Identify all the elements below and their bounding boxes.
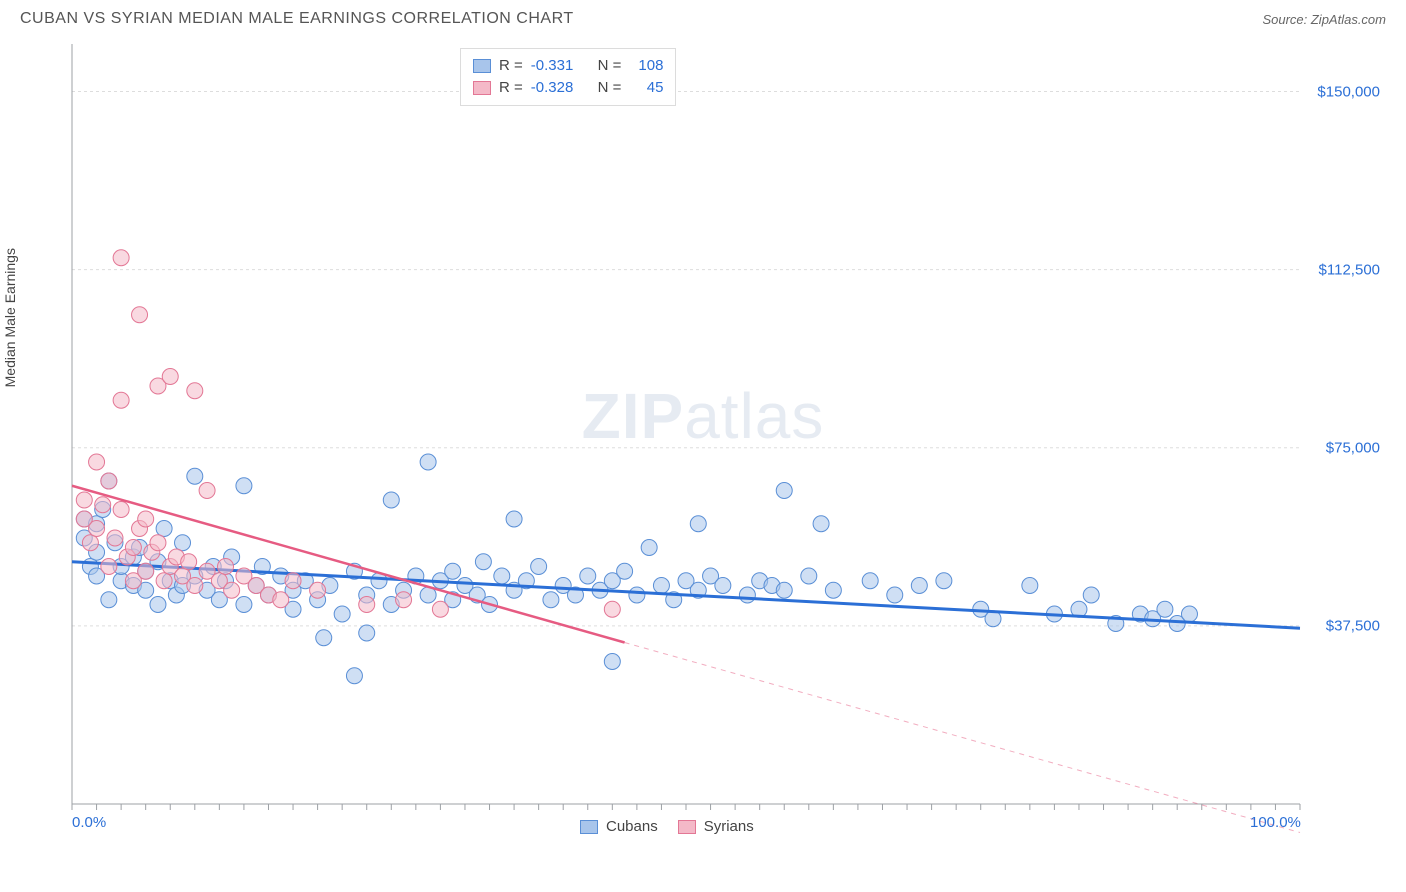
y-tick-label: $75,000 (1326, 439, 1380, 456)
x-tick-label: 0.0% (72, 814, 106, 831)
series-swatch (473, 59, 491, 73)
stats-row: R = -0.331 N = 108 (473, 55, 663, 77)
r-label: R = (499, 77, 523, 99)
n-label: N = (598, 55, 622, 77)
legend-item: Cubans (580, 816, 658, 838)
y-tick-label: $150,000 (1317, 83, 1380, 100)
legend-item: Syrians (678, 816, 754, 838)
n-value: 45 (629, 77, 663, 99)
r-value: -0.328 (531, 77, 574, 99)
n-label: N = (598, 77, 622, 99)
y-axis-label: Median Male Earnings (2, 248, 18, 387)
y-tick-label: $37,500 (1326, 617, 1380, 634)
source-name: ZipAtlas.com (1311, 12, 1386, 27)
stats-row: R = -0.328 N = 45 (473, 77, 663, 99)
x-tick-label: 100.0% (1250, 814, 1301, 831)
series-name: Cubans (606, 816, 658, 838)
scatter-plot (20, 34, 1386, 864)
r-value: -0.331 (531, 55, 574, 77)
series-swatch (678, 820, 696, 834)
correlation-stats-box: R = -0.331 N = 108 R = -0.328 N = 45 (460, 48, 676, 106)
chart-container: Median Male Earnings ZIPatlas R =-0.331 … (20, 34, 1386, 864)
n-value: 108 (629, 55, 663, 77)
r-label: R = (499, 55, 523, 77)
chart-header: CUBAN VS SYRIAN MEDIAN MALE EARNINGS COR… (0, 0, 1406, 34)
y-tick-label: $112,500 (1319, 261, 1380, 278)
source-prefix: Source: (1262, 12, 1310, 27)
series-swatch (580, 820, 598, 834)
series-swatch (473, 81, 491, 95)
source-attribution: Source: ZipAtlas.com (1262, 12, 1386, 27)
chart-title: CUBAN VS SYRIAN MEDIAN MALE EARNINGS COR… (20, 10, 574, 28)
series-legend: Cubans Syrians (580, 816, 754, 838)
series-name: Syrians (704, 816, 754, 838)
